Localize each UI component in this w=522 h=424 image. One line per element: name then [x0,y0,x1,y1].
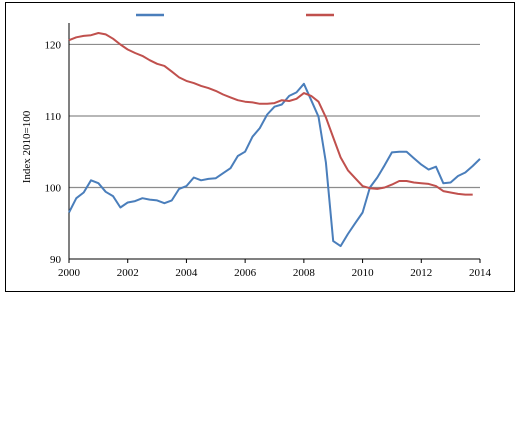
x-tick-label-2008: 2008 [293,267,316,279]
x-tick-label-2006: 2006 [234,267,257,279]
x-tick-label-2000: 2000 [58,267,81,279]
x-tick-label-2014: 2014 [469,267,492,279]
y-tick-label-110: 110 [45,111,62,123]
y-tick-label-100: 100 [45,182,62,194]
y-tick-labels: 90 100 110 120 [45,39,62,266]
x-tick-label-2004: 2004 [175,267,198,279]
chart-frame: 90 100 110 120 2000 2002 2004 2006 2008 2010 2012… [5,2,515,292]
series-line-1 [68,82,481,248]
y-axis-label: Index 2010=100 [21,110,33,183]
x-tick-label-2010: 2010 [352,267,375,279]
axes [68,23,481,263]
series-lines [68,32,481,248]
x-tick-label-2002: 2002 [117,267,139,279]
x-tick-label-2012: 2012 [410,267,432,279]
gridlines [69,43,480,189]
y-tick-label-120: 120 [45,39,62,51]
series-line-2 [68,32,473,196]
x-tick-labels: 2000 2002 2004 2006 2008 2010 2012 2014 [58,267,492,279]
line-chart: 90 100 110 120 2000 2002 2004 2006 2008 2010 2012… [21,13,492,279]
y-tick-label-90: 90 [50,254,62,266]
